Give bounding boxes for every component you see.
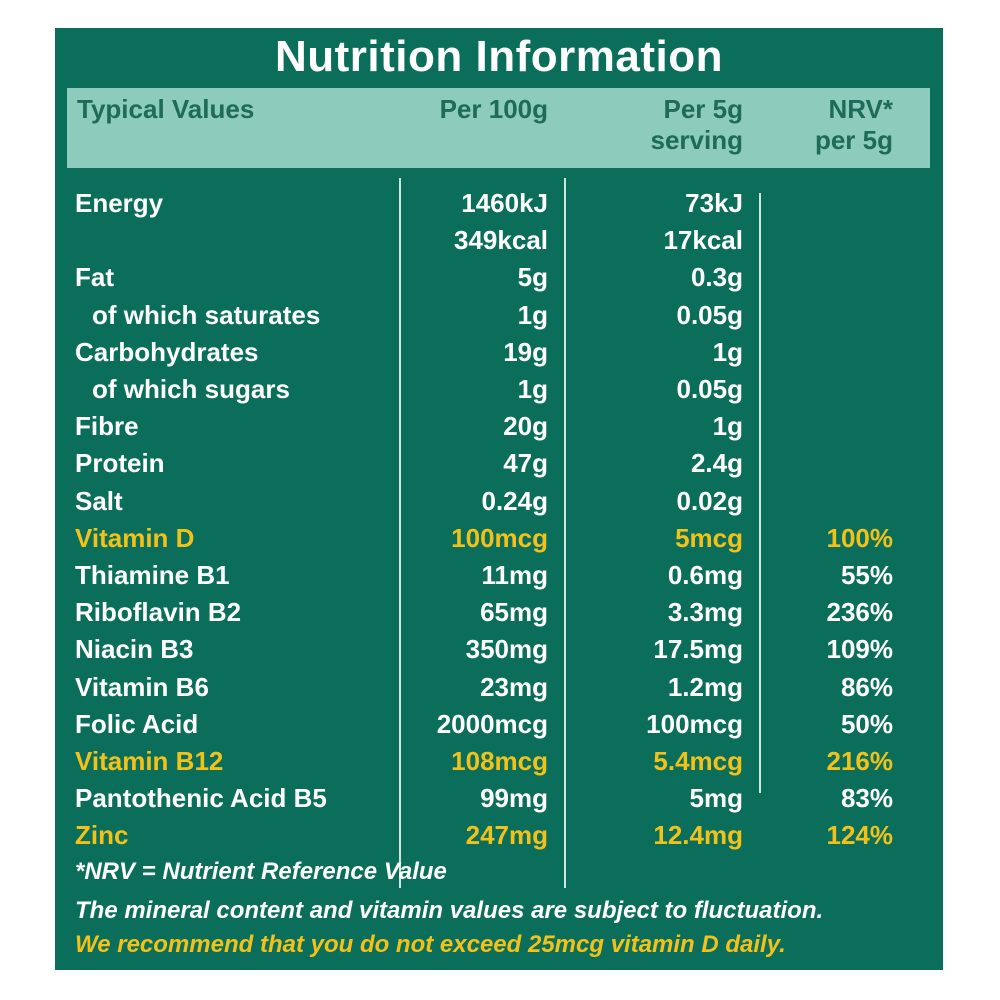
table-row: Riboflavin B2 65mg 3.3mg 236%: [55, 594, 943, 631]
header-per5g-line1: Per 5g: [663, 94, 744, 124]
nrv-value: 86%: [840, 671, 893, 702]
table-row: Thiamine B1 11mg 0.6mg 55%: [55, 557, 943, 594]
header-per100g: Per 100g: [439, 94, 548, 124]
column-divider: [564, 178, 566, 888]
header-nrv-line1: NRV*: [828, 94, 893, 124]
per-100g-value: 47g: [503, 448, 548, 479]
per-100g-value: 1g: [517, 299, 548, 330]
header-per5g-line2: serving: [650, 125, 744, 155]
per-5g-value: 0.02g: [676, 485, 744, 516]
nrv-value: 124%: [826, 820, 894, 851]
per-100g-value: 20g: [503, 411, 548, 442]
table-header: Typical Values Per 100g Per 5g serving N…: [67, 88, 930, 168]
nrv-value: 83%: [840, 783, 893, 814]
per-100g-value: 350mg: [465, 634, 548, 665]
nrv-value: 216%: [826, 746, 894, 776]
per-5g-value: 1g: [712, 336, 743, 367]
per-100g-value: 108mcg: [451, 746, 548, 776]
table-row: of which saturates 1g 0.05g: [55, 297, 943, 334]
table-row: Vitamin B12 108mcg 5.4mcg 216%: [55, 743, 943, 780]
nutrient-label: Salt: [75, 485, 123, 516]
column-divider: [399, 178, 401, 888]
header-typical-values: Typical Values: [77, 94, 255, 124]
per-5g-value: 73kJ: [685, 188, 743, 218]
table-row: Salt 0.24g 0.02g: [55, 483, 943, 520]
nutrient-label: Fibre: [75, 411, 139, 442]
per-100g-value: 1460kJ: [461, 188, 548, 218]
nutrient-label: Riboflavin B2: [75, 597, 242, 628]
per-100g-value: 100mcg: [451, 522, 548, 553]
per-5g-value: 0.05g: [676, 299, 744, 330]
per-5g-value: 5mcg: [675, 522, 743, 553]
per-100g-value: 23mg: [480, 671, 548, 702]
nutrient-label: Carbohydrates: [75, 336, 259, 367]
per-5g-value: 0.05g: [676, 374, 744, 404]
column-divider: [759, 193, 761, 793]
per-5g-value: 1.2mg: [667, 671, 743, 702]
header-nrv-line2: per 5g: [814, 125, 893, 155]
table-row: Energy 1460kJ 73kJ: [55, 185, 943, 222]
per-5g-value: 5mg: [689, 783, 743, 814]
nutrient-label: Energy: [75, 188, 164, 218]
per-100g-value: 1g: [517, 374, 548, 404]
per-100g-value: 5g: [517, 262, 548, 293]
header-nrv: NRV* per 5g: [815, 94, 893, 156]
table-row: of which sugars 1g 0.05g: [55, 371, 943, 408]
nrv-note: *NRV = Nutrient Reference Value: [75, 858, 447, 885]
table-row: Zinc 247mg 12.4mg 124%: [55, 817, 943, 854]
per-5g-value: 3.3mg: [667, 597, 743, 628]
per-5g-value: 0.3g: [690, 262, 743, 293]
nutrient-label: Vitamin B12: [75, 746, 224, 776]
nutrient-label: Protein: [75, 448, 165, 479]
per-5g-value: 1g: [712, 411, 743, 442]
nutrient-label: Thiamine B1: [75, 560, 230, 590]
nrv-value: 50%: [840, 708, 893, 739]
per-5g-value: 5.4mcg: [653, 746, 743, 776]
per-5g-value: 100mcg: [646, 708, 743, 739]
table-row: Fat 5g 0.3g: [55, 259, 943, 296]
table-row: Vitamin B6 23mg 1.2mg 86%: [55, 669, 943, 706]
per-5g-value: 12.4mg: [653, 820, 743, 851]
per-100g-value: 2000mcg: [436, 708, 548, 739]
per-100g-value: 19g: [503, 336, 548, 367]
nutrient-label: of which saturates: [92, 299, 321, 330]
per-100g-value: 99mg: [480, 783, 548, 814]
nrv-value: 55%: [840, 560, 893, 590]
nutrient-label: of which sugars: [92, 374, 290, 404]
per-100g-value: 247mg: [465, 820, 548, 851]
nutrition-panel: Nutrition Information Typical Values Per…: [55, 28, 943, 970]
per-100g-value: 65mg: [480, 597, 548, 628]
nutrient-label: Fat: [75, 262, 114, 293]
table-row: Fibre 20g 1g: [55, 408, 943, 445]
per-100g-value: 0.24g: [481, 485, 549, 516]
nutrient-label: Niacin B3: [75, 634, 194, 665]
table-row: Folic Acid 2000mcg 100mcg 50%: [55, 706, 943, 743]
nrv-value: 236%: [826, 597, 894, 628]
per-5g-value: 17kcal: [663, 225, 743, 256]
table-row: Pantothenic Acid B5 99mg 5mg 83%: [55, 780, 943, 817]
nrv-value: 109%: [826, 634, 894, 665]
per-100g-value: 11mg: [481, 560, 549, 590]
fluctuation-note: The mineral content and vitamin values a…: [75, 897, 824, 924]
table-row: Vitamin D 100mcg 5mcg 100%: [55, 520, 943, 557]
nutrient-label: Vitamin D: [75, 522, 195, 553]
table-row: Niacin B3 350mg 17.5mg 109%: [55, 631, 943, 668]
per-5g-value: 17.5mg: [653, 634, 743, 665]
table-row: Protein 47g 2.4g: [55, 445, 943, 482]
nutrient-label: Folic Acid: [75, 708, 199, 739]
nutrient-label: Pantothenic Acid B5: [75, 783, 327, 814]
table-row: 349kcal 17kcal: [55, 222, 943, 259]
per-100g-value: 349kcal: [454, 225, 548, 256]
vitamin-d-warning: We recommend that you do not exceed 25mc…: [75, 931, 786, 958]
page-title: Nutrition Information: [275, 32, 723, 81]
header-per5g: Per 5g serving: [651, 94, 744, 156]
per-5g-value: 2.4g: [690, 448, 743, 479]
nrv-value: 100%: [826, 522, 894, 553]
nutrient-label: Zinc: [75, 820, 129, 851]
per-5g-value: 0.6mg: [667, 560, 743, 590]
table-row: Carbohydrates 19g 1g: [55, 334, 943, 371]
nutrient-label: Vitamin B6: [75, 671, 209, 702]
